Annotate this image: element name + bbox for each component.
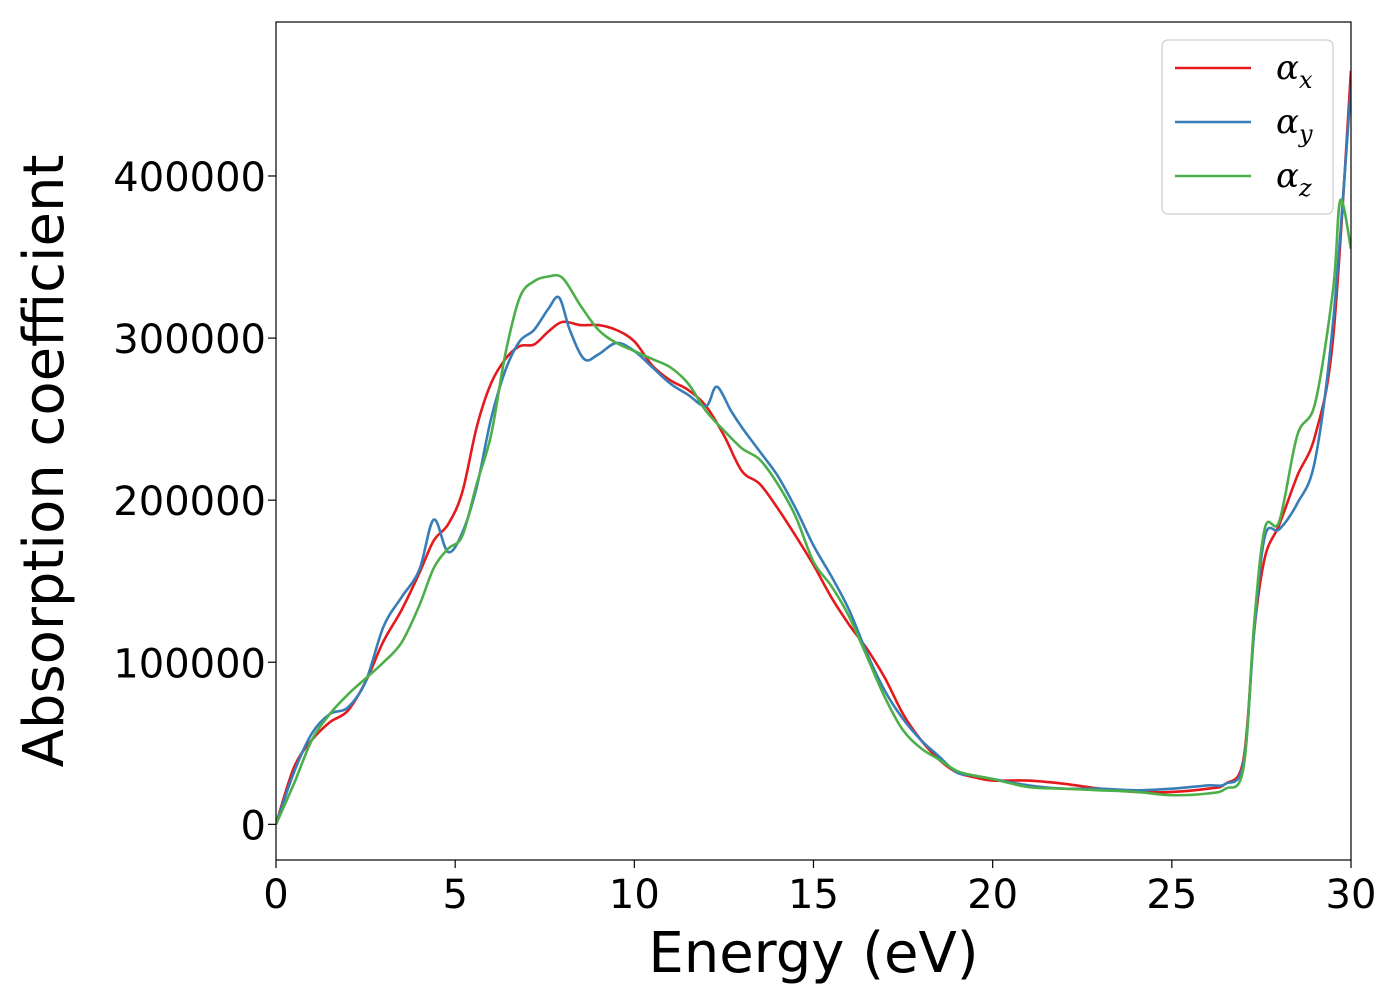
x-tick-label: 0 bbox=[263, 872, 288, 918]
legend-label-x: αx bbox=[1276, 48, 1313, 94]
ticks-layer: 0 5 10 15 20 25 30 0 100000 200000 300000 400000 bbox=[113, 155, 1376, 918]
y-tick-label: 400000 bbox=[113, 155, 266, 201]
x-tick-label: 25 bbox=[1146, 872, 1197, 918]
x-tick-label: 5 bbox=[442, 872, 467, 918]
y-tick-label: 200000 bbox=[113, 479, 266, 525]
x-tick-label: 10 bbox=[609, 872, 660, 918]
legend: αx αy αz bbox=[1161, 39, 1334, 215]
x-tick-label: 30 bbox=[1326, 872, 1377, 918]
x-tick-label: 20 bbox=[967, 872, 1018, 918]
y-axis-label: Absorption coefficient bbox=[12, 155, 77, 768]
series-layer bbox=[276, 70, 1351, 825]
legend-label-y: αy bbox=[1276, 102, 1313, 148]
y-tick-label: 300000 bbox=[113, 317, 266, 363]
x-tick-label: 15 bbox=[788, 872, 839, 918]
legend-label-z: αz bbox=[1276, 156, 1312, 202]
legend-box bbox=[1161, 39, 1334, 215]
y-tick-label: 0 bbox=[241, 803, 266, 849]
series-line-2 bbox=[276, 198, 1351, 825]
x-axis-label: Energy (eV) bbox=[648, 921, 978, 986]
y-tick-label: 100000 bbox=[113, 641, 266, 687]
series-line-1 bbox=[276, 86, 1351, 825]
